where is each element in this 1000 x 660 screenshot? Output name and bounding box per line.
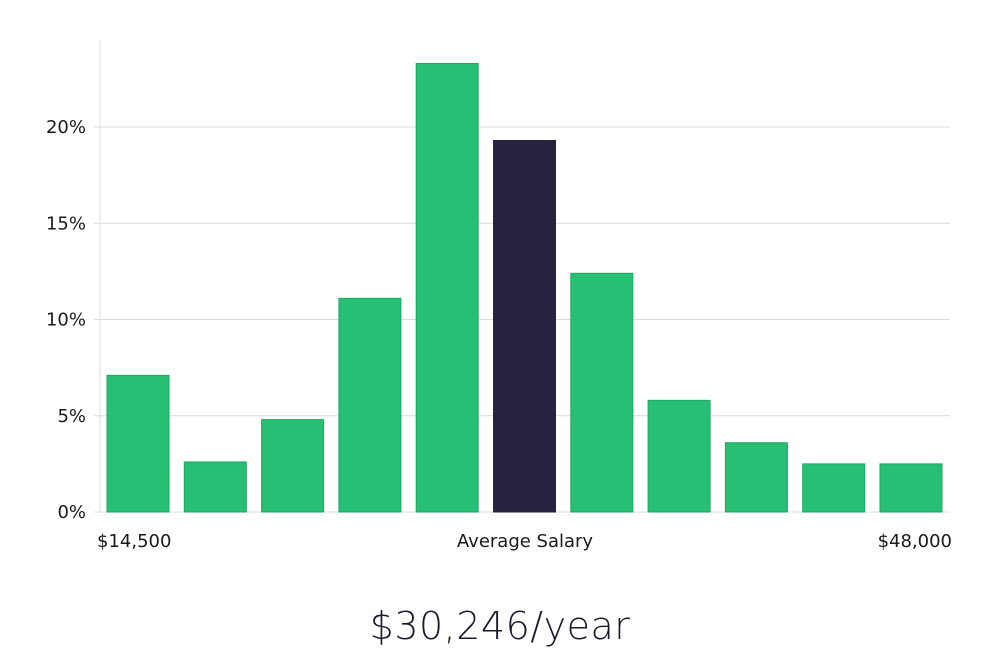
bar-11 [879, 463, 943, 513]
bar-8 [647, 399, 711, 513]
bar-2 [183, 461, 247, 513]
bar-5 [415, 62, 479, 513]
bar-4 [338, 297, 402, 513]
bar-10 [802, 463, 866, 513]
y-tick-label: 0% [57, 502, 86, 523]
x-label-center: Average Salary [457, 531, 594, 552]
y-tick-label: 10% [46, 310, 86, 331]
bars [106, 62, 943, 513]
x-axis-labels: $14,500 Average Salary $48,000 [97, 531, 952, 552]
bar-9 [724, 442, 788, 513]
bar-1 [106, 374, 170, 513]
x-label-min: $14,500 [97, 531, 171, 552]
y-tick-label: 5% [57, 406, 86, 427]
y-tick-labels: 0% 5% 10% 15% 20% [46, 117, 86, 523]
y-tick-label: 20% [46, 117, 86, 138]
y-tick-label: 15% [46, 213, 86, 234]
average-salary-value: $30,246/year [369, 604, 631, 648]
bar-average-salary [493, 139, 556, 513]
bar-7 [570, 272, 634, 513]
salary-histogram: 0% 5% 10% 15% 20% $14,500 Average Salary $48… [46, 40, 952, 552]
bar-3 [261, 419, 325, 513]
x-label-max: $48,000 [878, 531, 952, 552]
